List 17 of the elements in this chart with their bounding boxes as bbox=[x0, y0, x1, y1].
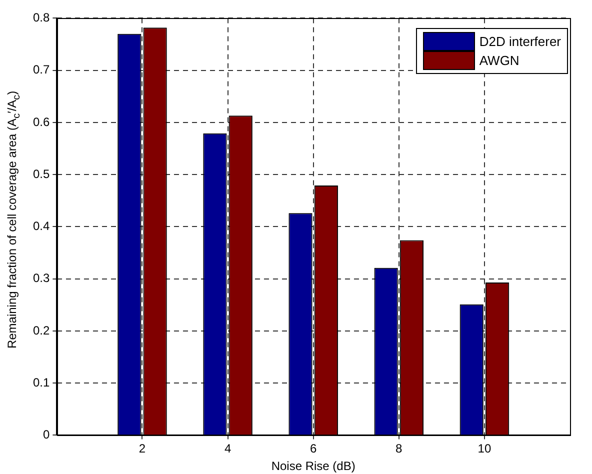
x-tick-label: 4 bbox=[224, 442, 232, 456]
x-tick-label: 2 bbox=[138, 442, 146, 456]
y-tick-label: 0.2 bbox=[32, 323, 50, 338]
legend-label: D2D interferer bbox=[479, 32, 561, 50]
y-tick-label: 0.3 bbox=[32, 271, 50, 286]
y-tick-label: 0.4 bbox=[32, 219, 50, 234]
y-tick-label: 0.7 bbox=[32, 62, 50, 77]
x-tick-label: 8 bbox=[396, 442, 403, 456]
y-tick-label: 0 bbox=[42, 428, 50, 442]
y-tick-label: 0.8 bbox=[32, 10, 50, 25]
legend-label: AWGN bbox=[479, 52, 520, 70]
y-tick-label: 0.5 bbox=[32, 166, 50, 181]
x-axis-title: Noise Rise (dB) bbox=[271, 459, 356, 474]
y-tick-label: 0.1 bbox=[32, 375, 50, 390]
y-tick-label: 0.6 bbox=[32, 114, 50, 129]
x-tick-label: 6 bbox=[310, 442, 317, 456]
x-tick-label: 10 bbox=[478, 442, 492, 456]
